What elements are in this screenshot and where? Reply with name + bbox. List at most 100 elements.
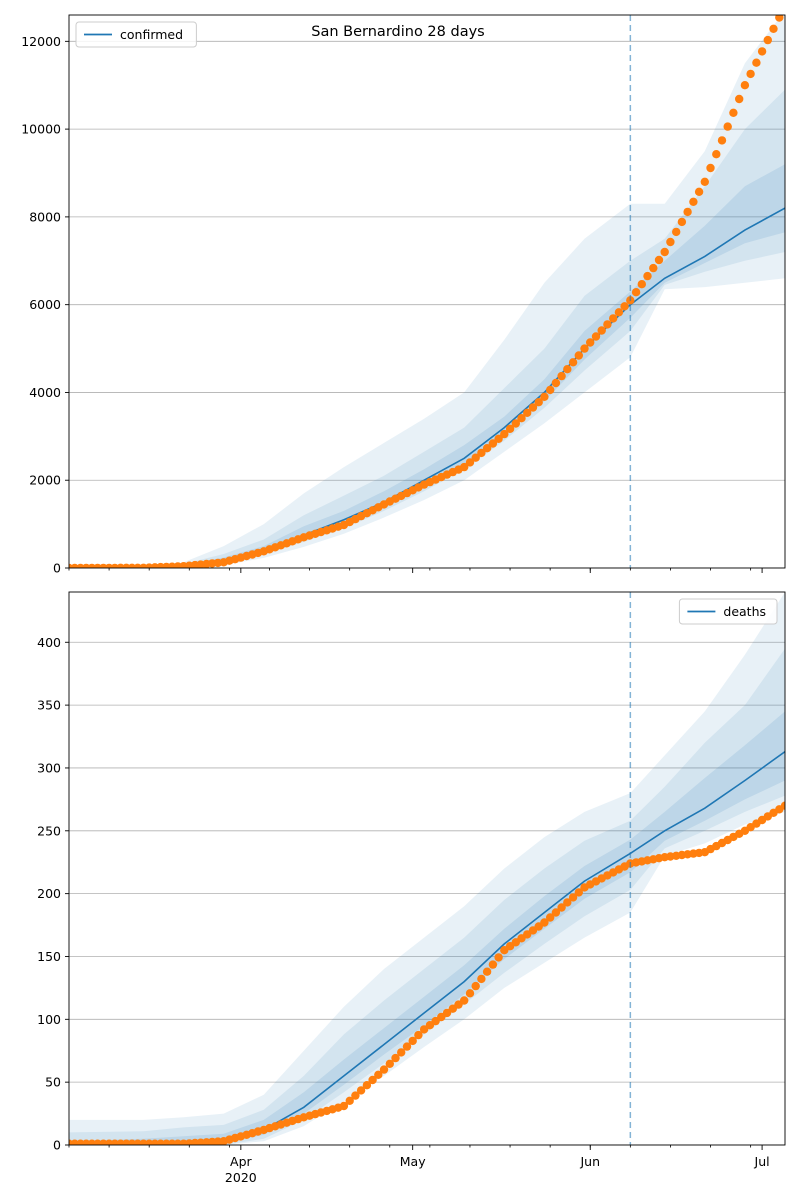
observed-point [482,967,492,976]
observed-point [488,439,498,448]
legend-entry: deaths [723,604,766,619]
observed-point [672,227,681,237]
observed-point [660,247,669,257]
axes-frame [68,591,786,1146]
observed-point [345,1096,354,1106]
observed-point [568,893,578,902]
y-tick-label: 150 [37,949,61,964]
y-tick-label: 0 [53,1138,61,1153]
observed-point [551,378,561,388]
x-tick-label: May [400,1154,426,1169]
y-tick-label: 8000 [29,209,61,224]
observed-point [563,898,572,907]
observed-point [568,358,578,367]
observed-point [540,392,549,401]
observed-point [775,15,784,22]
y-tick-label: 50 [45,1075,61,1090]
observed-point [723,122,732,131]
observed-point [752,58,761,67]
observed-point [563,365,572,374]
observed-point [735,94,744,104]
observed-point [482,444,492,453]
observed-point [546,385,555,395]
observed-point [620,302,629,311]
observed-point [763,35,772,45]
observed-point [740,81,750,90]
x-tick-label: Apr [230,1154,252,1169]
observed-point [609,314,618,323]
y-tick-label: 200 [37,886,61,901]
observed-point [397,1048,406,1057]
observed-point [402,1042,412,1051]
observed-point [511,419,520,428]
legend: confirmed [75,21,197,48]
observed-point [442,1008,452,1018]
plot-area [69,592,785,1145]
observed-point [517,414,526,423]
band-outer [69,15,785,568]
legend-box [75,21,197,48]
observed-point [414,1030,423,1040]
band-outer [69,592,785,1145]
observed-point [523,408,532,417]
observed-point [631,288,641,297]
observed-point [540,918,549,927]
observed-point [368,1075,377,1085]
observed-point [488,960,498,969]
observed-point [471,981,480,991]
y-tick-label: 10000 [21,122,61,137]
observed-point [643,271,652,281]
observed-point [408,1036,417,1046]
observed-point [757,47,767,56]
observed-point [494,434,503,443]
observed-point [460,462,469,472]
y-tick-label: 100 [37,1012,61,1027]
observed-point [574,888,583,897]
observed-point [614,308,624,317]
observed-point [746,69,755,79]
observed-point [465,458,475,467]
observed-point [597,326,606,335]
observed-point [471,453,480,462]
y-tick-label: 4000 [29,385,61,400]
x-tick-label: Jul [754,1154,770,1169]
observed-point [351,1091,360,1100]
observed-point [689,197,698,206]
observed-point [694,187,704,196]
observed-point [557,903,566,912]
figure-title: San Bernardino 28 days [311,24,484,40]
y-tick-label: 2000 [29,473,61,488]
observed-point [419,1025,429,1034]
observed-point [769,24,778,33]
y-tick-label: 6000 [29,297,61,312]
legend-box [678,598,778,625]
observed-point [603,320,612,329]
y-tick-label: 350 [37,698,61,713]
observed-point [362,1081,372,1090]
y-tick-label: 250 [37,823,61,838]
observed-point [574,351,583,360]
observed-point [712,150,721,159]
observed-point [700,177,709,186]
observed-point [677,217,687,227]
plot-area [69,15,785,568]
observed-point [683,207,692,217]
y-tick-label: 400 [37,635,61,650]
y-tick-label: 300 [37,760,61,775]
observed-point [477,448,486,458]
observed-point [500,429,509,439]
observed-point [379,1065,389,1074]
observed-point [591,332,601,341]
observed-point [534,398,543,407]
observed-point [385,1059,394,1069]
band-middle [69,648,785,1145]
observed-point [557,371,566,381]
band-middle [69,89,785,568]
observed-point [391,1053,400,1063]
observed-point [505,424,515,433]
observed-point [666,237,675,247]
y-tick-label: 12000 [21,34,61,49]
observed-point [580,344,589,353]
observed-point [551,908,561,917]
